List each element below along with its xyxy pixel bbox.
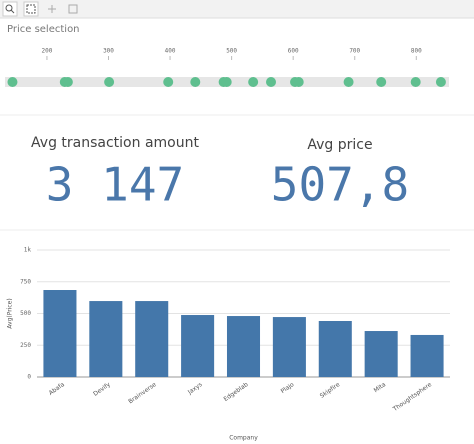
- x-tick-label: 700: [349, 48, 360, 55]
- bar: [364, 331, 398, 377]
- x-tick-label: Mita: [373, 381, 388, 394]
- x-tick-label: Edgeblab: [223, 381, 250, 403]
- bar: [272, 317, 306, 377]
- toolbar: [0, 0, 474, 18]
- x-tick-label: Skipfire: [319, 381, 342, 400]
- price-dot: [7, 77, 18, 87]
- x-axis-title: Company: [229, 435, 258, 442]
- price-dot: [410, 77, 421, 87]
- x-tick-label: 400: [165, 48, 176, 55]
- price-dot: [163, 77, 174, 87]
- x-tick-label: Brainverse: [127, 381, 158, 405]
- x-tick-label: Abafa: [48, 381, 67, 397]
- price-dot: [248, 77, 259, 87]
- y-tick-label: 500: [20, 310, 31, 317]
- kpi-value: 507,8: [271, 158, 409, 212]
- chart-title: Price selection: [7, 24, 80, 35]
- y-tick-label: 750: [20, 278, 31, 285]
- x-tick-label: 500: [226, 48, 237, 55]
- bar: [318, 320, 352, 377]
- x-tick-label: Plajo: [280, 381, 296, 395]
- bar: [89, 301, 123, 377]
- toolbar-button[interactable]: [66, 2, 80, 16]
- price-dot: [435, 77, 446, 87]
- bar: [410, 334, 444, 377]
- bar: [135, 301, 169, 377]
- toolbar-button[interactable]: [23, 1, 39, 17]
- toolbar-button[interactable]: [45, 2, 59, 16]
- price-dot: [376, 77, 387, 87]
- x-tick-label: 200: [42, 48, 53, 55]
- price-dot: [62, 77, 73, 87]
- y-axis-title: Avg(Price): [7, 298, 14, 328]
- bar: [43, 290, 77, 377]
- bar: [226, 316, 261, 377]
- y-tick-label: 250: [20, 342, 31, 349]
- x-tick-label: Thoughtsphere: [391, 381, 433, 414]
- kpi-value: 3 147: [46, 158, 184, 212]
- x-tick-label: 300: [103, 48, 114, 55]
- x-tick-label: Jaxys: [186, 381, 204, 396]
- y-tick-label: 0: [27, 374, 31, 381]
- kpi-label: Avg price: [307, 137, 372, 153]
- x-tick-label: 600: [288, 48, 299, 55]
- x-tick-label: 800: [411, 48, 422, 55]
- price-dot: [266, 77, 277, 87]
- bar: [181, 315, 215, 377]
- price-dot: [293, 77, 304, 87]
- price-dot: [221, 77, 232, 87]
- price-dot: [343, 77, 354, 87]
- price-dot: [104, 77, 115, 87]
- y-tick-label: 1k: [24, 247, 32, 254]
- x-tick-label: Devify: [92, 381, 112, 398]
- kpi-label: Avg transaction amount: [31, 135, 199, 151]
- toolbar-button[interactable]: [2, 1, 18, 17]
- price-dot: [190, 77, 201, 87]
